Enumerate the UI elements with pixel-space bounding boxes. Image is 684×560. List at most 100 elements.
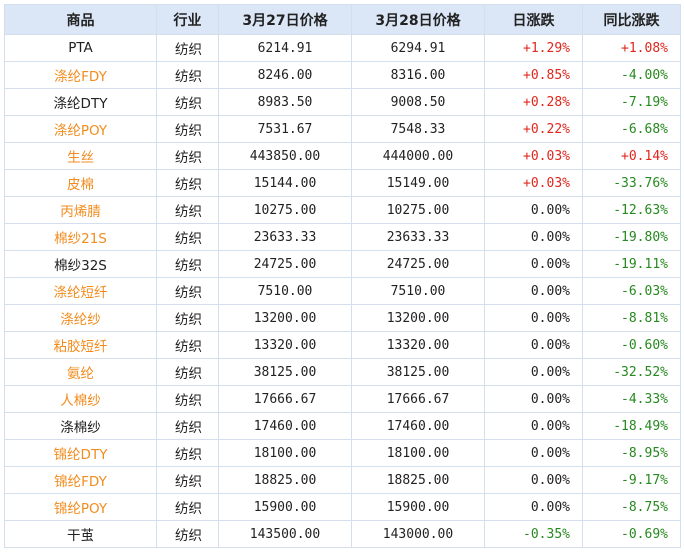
price-mar28-cell: 15900.00 [351, 493, 485, 521]
industry-cell: 纺织 [156, 88, 219, 116]
commodity-name-link[interactable]: 丙烯腈 [4, 196, 157, 224]
yoy-change-cell: -18.49% [582, 412, 681, 440]
price-mar27-cell: 18100.00 [218, 439, 352, 467]
industry-cell: 纺织 [156, 385, 219, 413]
table-row: 人棉纱 纺织 17666.67 17666.67 0.00% -4.33% [4, 385, 681, 413]
commodity-name-link[interactable]: 涤纶DTY [4, 88, 157, 116]
industry-cell: 纺织 [156, 34, 219, 62]
table-row: 涤纶短纤 纺织 7510.00 7510.00 0.00% -6.03% [4, 277, 681, 305]
price-mar28-cell: 9008.50 [351, 88, 485, 116]
price-mar27-cell: 15144.00 [218, 169, 352, 197]
price-mar27-cell: 443850.00 [218, 142, 352, 170]
price-table-container: 商品 行业 3月27日价格 3月28日价格 日涨跌 同比涨跌 PTA 纺织 6214… [4, 4, 681, 548]
yoy-change-cell: -9.17% [582, 466, 681, 494]
commodity-name-link[interactable]: 锦纶DTY [4, 439, 157, 467]
day-change-cell: 0.00% [484, 331, 583, 359]
commodity-price-table: 商品 行业 3月27日价格 3月28日价格 日涨跌 同比涨跌 PTA 纺织 6214… [4, 4, 681, 548]
table-row: 涤纶DTY 纺织 8983.50 9008.50 +0.28% -7.19% [4, 88, 681, 116]
commodity-name-link[interactable]: 人棉纱 [4, 385, 157, 413]
price-mar27-cell: 23633.33 [218, 223, 352, 251]
price-mar27-cell: 17460.00 [218, 412, 352, 440]
day-change-cell: +0.03% [484, 169, 583, 197]
table-row: 涤纶纱 纺织 13200.00 13200.00 0.00% -8.81% [4, 304, 681, 332]
commodity-name-link[interactable]: 生丝 [4, 142, 157, 170]
day-change-cell: 0.00% [484, 439, 583, 467]
industry-cell: 纺织 [156, 493, 219, 521]
yoy-change-cell: -32.52% [582, 358, 681, 386]
commodity-name-link[interactable]: 涤纶短纤 [4, 277, 157, 305]
commodity-name-link[interactable]: 锦纶POY [4, 493, 157, 521]
industry-cell: 纺织 [156, 169, 219, 197]
yoy-change-cell: -19.80% [582, 223, 681, 251]
price-mar28-cell: 10275.00 [351, 196, 485, 224]
header-yoy-change[interactable]: 同比涨跌 [582, 4, 681, 35]
commodity-name-link[interactable]: 棉纱21S [4, 223, 157, 251]
day-change-cell: 0.00% [484, 277, 583, 305]
commodity-name-link[interactable]: 涤纶FDY [4, 61, 157, 89]
day-change-cell: +0.03% [484, 142, 583, 170]
price-mar28-cell: 38125.00 [351, 358, 485, 386]
price-mar28-cell: 18825.00 [351, 466, 485, 494]
day-change-cell: 0.00% [484, 412, 583, 440]
commodity-name-link[interactable]: 粘胶短纤 [4, 331, 157, 359]
price-mar27-cell: 38125.00 [218, 358, 352, 386]
yoy-change-cell: -0.60% [582, 331, 681, 359]
table-row: 皮棉 纺织 15144.00 15149.00 +0.03% -33.76% [4, 169, 681, 197]
price-mar27-cell: 24725.00 [218, 250, 352, 278]
day-change-cell: +1.29% [484, 34, 583, 62]
price-mar27-cell: 7510.00 [218, 277, 352, 305]
industry-cell: 纺织 [156, 439, 219, 467]
table-row: 生丝 纺织 443850.00 444000.00 +0.03% +0.14% [4, 142, 681, 170]
commodity-name-link[interactable]: 氨纶 [4, 358, 157, 386]
day-change-cell: 0.00% [484, 358, 583, 386]
commodity-name-link[interactable]: PTA [4, 34, 157, 62]
industry-cell: 纺织 [156, 250, 219, 278]
header-price-mar27[interactable]: 3月27日价格 [218, 4, 352, 35]
price-mar27-cell: 13320.00 [218, 331, 352, 359]
price-mar28-cell: 13320.00 [351, 331, 485, 359]
header-commodity[interactable]: 商品 [4, 4, 157, 35]
price-mar27-cell: 13200.00 [218, 304, 352, 332]
commodity-name-link[interactable]: 锦纶FDY [4, 466, 157, 494]
day-change-cell: 0.00% [484, 196, 583, 224]
price-mar28-cell: 444000.00 [351, 142, 485, 170]
day-change-cell: 0.00% [484, 250, 583, 278]
price-mar27-cell: 8246.00 [218, 61, 352, 89]
table-row: 氨纶 纺织 38125.00 38125.00 0.00% -32.52% [4, 358, 681, 386]
yoy-change-cell: -6.68% [582, 115, 681, 143]
header-price-mar28[interactable]: 3月28日价格 [351, 4, 485, 35]
yoy-change-cell: -4.00% [582, 61, 681, 89]
price-mar28-cell: 18100.00 [351, 439, 485, 467]
yoy-change-cell: +0.14% [582, 142, 681, 170]
industry-cell: 纺织 [156, 196, 219, 224]
yoy-change-cell: -8.75% [582, 493, 681, 521]
industry-cell: 纺织 [156, 115, 219, 143]
table-row: 丙烯腈 纺织 10275.00 10275.00 0.00% -12.63% [4, 196, 681, 224]
yoy-change-cell: -0.69% [582, 520, 681, 548]
price-mar28-cell: 24725.00 [351, 250, 485, 278]
day-change-cell: 0.00% [484, 223, 583, 251]
price-mar27-cell: 17666.67 [218, 385, 352, 413]
price-mar27-cell: 15900.00 [218, 493, 352, 521]
table-row: PTA 纺织 6214.91 6294.91 +1.29% +1.08% [4, 34, 681, 62]
price-mar27-cell: 10275.00 [218, 196, 352, 224]
price-mar27-cell: 18825.00 [218, 466, 352, 494]
price-mar28-cell: 13200.00 [351, 304, 485, 332]
header-day-change[interactable]: 日涨跌 [484, 4, 583, 35]
price-mar28-cell: 17666.67 [351, 385, 485, 413]
yoy-change-cell: -12.63% [582, 196, 681, 224]
day-change-cell: +0.22% [484, 115, 583, 143]
industry-cell: 纺织 [156, 142, 219, 170]
commodity-name-link[interactable]: 皮棉 [4, 169, 157, 197]
commodity-name-link[interactable]: 棉纱32S [4, 250, 157, 278]
price-mar27-cell: 6214.91 [218, 34, 352, 62]
commodity-name-link[interactable]: 涤纶POY [4, 115, 157, 143]
table-body: PTA 纺织 6214.91 6294.91 +1.29% +1.08% 涤纶FDY 纺织 82… [4, 34, 681, 548]
commodity-name-link[interactable]: 涤棉纱 [4, 412, 157, 440]
industry-cell: 纺织 [156, 61, 219, 89]
header-industry[interactable]: 行业 [156, 4, 219, 35]
industry-cell: 纺织 [156, 520, 219, 548]
commodity-name-link[interactable]: 涤纶纱 [4, 304, 157, 332]
price-mar28-cell: 7548.33 [351, 115, 485, 143]
commodity-name-link[interactable]: 干茧 [4, 520, 157, 548]
